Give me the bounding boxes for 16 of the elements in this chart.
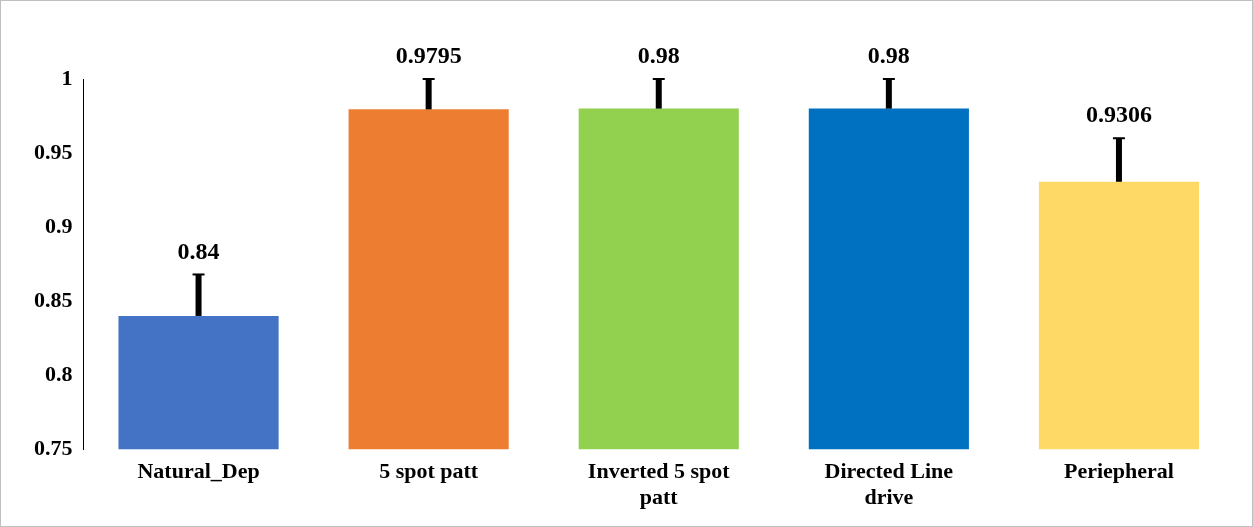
y-tick-label: 0.95	[34, 138, 73, 164]
data-label: 0.98	[867, 42, 910, 69]
x-tick-label: Inverted 5 spot patt	[587, 458, 731, 510]
y-tick-label: 1	[61, 64, 73, 90]
y-tick-label: 0.85	[34, 286, 73, 312]
data-label: 0.98	[637, 42, 680, 69]
data-label: 0.9306	[1085, 101, 1152, 128]
data-label: 0.9795	[395, 42, 462, 69]
x-tick-label: 5 spot patt	[379, 458, 479, 484]
x-tick-label: Natural_Dep	[137, 458, 260, 484]
data-label: 0.84	[177, 237, 220, 264]
y-tick-label: 0.8	[45, 360, 73, 386]
x-tick-label: Directed Line drive	[824, 458, 954, 510]
x-tick-label: Periepheral	[1063, 458, 1174, 484]
y-tick-label: 0.75	[34, 434, 73, 460]
y-tick-label: 0.9	[45, 212, 73, 238]
